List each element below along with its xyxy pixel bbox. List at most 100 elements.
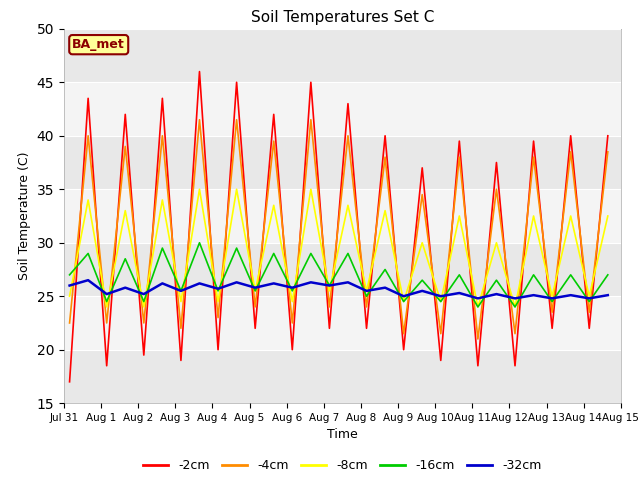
-2cm bbox=[604, 133, 612, 139]
-4cm bbox=[289, 320, 296, 326]
-4cm bbox=[511, 331, 519, 336]
-2cm bbox=[530, 138, 538, 144]
-8cm bbox=[270, 203, 278, 208]
-32cm bbox=[270, 280, 278, 286]
-32cm bbox=[474, 296, 482, 301]
-4cm bbox=[400, 331, 408, 336]
-8cm bbox=[474, 304, 482, 310]
-16cm bbox=[363, 293, 371, 299]
-4cm bbox=[177, 325, 185, 331]
Line: -4cm: -4cm bbox=[70, 120, 608, 339]
-32cm bbox=[548, 296, 556, 301]
-2cm bbox=[196, 69, 204, 74]
-32cm bbox=[530, 292, 538, 298]
-8cm bbox=[159, 197, 166, 203]
-8cm bbox=[604, 213, 612, 219]
-2cm bbox=[548, 325, 556, 331]
-16cm bbox=[84, 251, 92, 256]
Y-axis label: Soil Temperature (C): Soil Temperature (C) bbox=[18, 152, 31, 280]
-32cm bbox=[344, 279, 352, 285]
-32cm bbox=[437, 293, 445, 299]
-16cm bbox=[66, 272, 74, 278]
-8cm bbox=[344, 203, 352, 208]
-2cm bbox=[307, 79, 315, 85]
-8cm bbox=[586, 293, 593, 299]
-32cm bbox=[567, 292, 575, 298]
-32cm bbox=[233, 279, 241, 285]
-2cm bbox=[326, 325, 333, 331]
-32cm bbox=[456, 290, 463, 296]
Bar bbox=[64, 189, 621, 243]
-16cm bbox=[437, 299, 445, 304]
-4cm bbox=[84, 133, 92, 139]
-16cm bbox=[493, 277, 500, 283]
-16cm bbox=[307, 251, 315, 256]
-2cm bbox=[344, 101, 352, 107]
-4cm bbox=[493, 186, 500, 192]
-8cm bbox=[548, 293, 556, 299]
-32cm bbox=[214, 286, 222, 292]
-8cm bbox=[233, 186, 241, 192]
-2cm bbox=[122, 111, 129, 117]
-2cm bbox=[66, 379, 74, 384]
Line: -8cm: -8cm bbox=[70, 189, 608, 307]
-16cm bbox=[214, 288, 222, 294]
Bar bbox=[64, 296, 621, 350]
-8cm bbox=[66, 293, 74, 299]
-16cm bbox=[511, 304, 519, 310]
-2cm bbox=[400, 347, 408, 353]
-4cm bbox=[586, 310, 593, 315]
-16cm bbox=[604, 272, 612, 278]
-8cm bbox=[103, 304, 111, 310]
-16cm bbox=[419, 277, 426, 283]
-8cm bbox=[567, 213, 575, 219]
-8cm bbox=[289, 299, 296, 304]
-8cm bbox=[493, 240, 500, 246]
-2cm bbox=[177, 358, 185, 363]
-4cm bbox=[381, 154, 389, 160]
-16cm bbox=[326, 283, 333, 288]
-32cm bbox=[604, 292, 612, 298]
-4cm bbox=[196, 117, 204, 122]
-8cm bbox=[196, 186, 204, 192]
-2cm bbox=[381, 133, 389, 139]
-4cm bbox=[233, 117, 241, 122]
-4cm bbox=[326, 304, 333, 310]
-4cm bbox=[530, 154, 538, 160]
-2cm bbox=[511, 363, 519, 369]
Line: -16cm: -16cm bbox=[70, 243, 608, 307]
-4cm bbox=[567, 149, 575, 155]
-8cm bbox=[84, 197, 92, 203]
Bar bbox=[64, 29, 621, 82]
-2cm bbox=[289, 347, 296, 353]
-8cm bbox=[140, 304, 148, 310]
-8cm bbox=[326, 288, 333, 294]
-4cm bbox=[159, 133, 166, 139]
-16cm bbox=[289, 288, 296, 294]
Title: Soil Temperatures Set C: Soil Temperatures Set C bbox=[251, 10, 434, 25]
-32cm bbox=[363, 288, 371, 294]
-8cm bbox=[252, 288, 259, 294]
X-axis label: Time: Time bbox=[327, 429, 358, 442]
-4cm bbox=[270, 138, 278, 144]
-16cm bbox=[381, 266, 389, 272]
-8cm bbox=[177, 299, 185, 304]
Line: -2cm: -2cm bbox=[70, 72, 608, 382]
-2cm bbox=[567, 133, 575, 139]
-2cm bbox=[270, 111, 278, 117]
-32cm bbox=[289, 285, 296, 290]
-32cm bbox=[84, 277, 92, 283]
-16cm bbox=[122, 256, 129, 262]
-4cm bbox=[140, 320, 148, 326]
-16cm bbox=[400, 299, 408, 304]
Line: -32cm: -32cm bbox=[70, 280, 608, 299]
-4cm bbox=[456, 154, 463, 160]
Text: BA_met: BA_met bbox=[72, 38, 125, 51]
-32cm bbox=[326, 283, 333, 288]
Bar bbox=[64, 136, 621, 189]
-4cm bbox=[419, 192, 426, 197]
-16cm bbox=[530, 272, 538, 278]
-32cm bbox=[381, 285, 389, 290]
-16cm bbox=[586, 299, 593, 304]
-16cm bbox=[177, 288, 185, 294]
